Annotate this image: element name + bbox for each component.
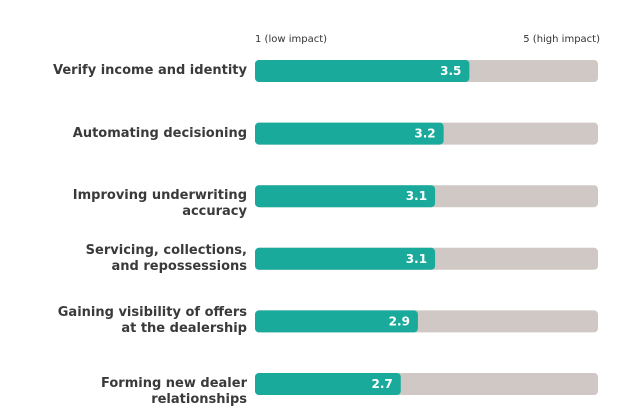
bar-value-label: 2.7 xyxy=(372,377,393,391)
category-label-line: Verify income and identity xyxy=(53,63,247,78)
bar xyxy=(255,122,444,145)
bar xyxy=(255,60,470,82)
bar xyxy=(255,373,401,395)
category-label-line: and repossessions xyxy=(111,258,247,274)
bar-value-label: 3.2 xyxy=(414,127,435,141)
category-label-line: at the dealership xyxy=(121,321,247,337)
category-label: Verify income and identity xyxy=(7,63,247,79)
category-label: Forming new dealer relationships xyxy=(7,376,247,408)
bar-value-label: 2.9 xyxy=(389,314,410,328)
category-label: Automating decisioning xyxy=(7,126,247,142)
category-label-line: Servicing, collections, xyxy=(85,242,247,258)
category-label-line: Gaining visibility of offers xyxy=(57,305,247,321)
category-label-line: Forming new dealer relationships xyxy=(101,376,247,407)
axis-min-label: 1 (low impact) xyxy=(255,34,328,45)
bar-value-label: 3.1 xyxy=(406,189,427,203)
category-label: Improving underwriting accuracy xyxy=(7,188,247,220)
bar xyxy=(255,185,436,208)
axis-max-label: 5 (high impact) xyxy=(523,34,600,45)
category-label: Gaining visibility of offers at the deale… xyxy=(7,305,247,337)
bar xyxy=(255,247,436,270)
category-label-line: Automating decisioning xyxy=(72,125,247,141)
category-label: Servicing, collections, and repossessions xyxy=(7,243,247,275)
bar xyxy=(255,310,418,333)
bar-value-label: 3.1 xyxy=(406,252,427,266)
bar-value-label: 3.5 xyxy=(440,64,461,78)
category-label-line: Improving underwriting accuracy xyxy=(72,188,247,220)
